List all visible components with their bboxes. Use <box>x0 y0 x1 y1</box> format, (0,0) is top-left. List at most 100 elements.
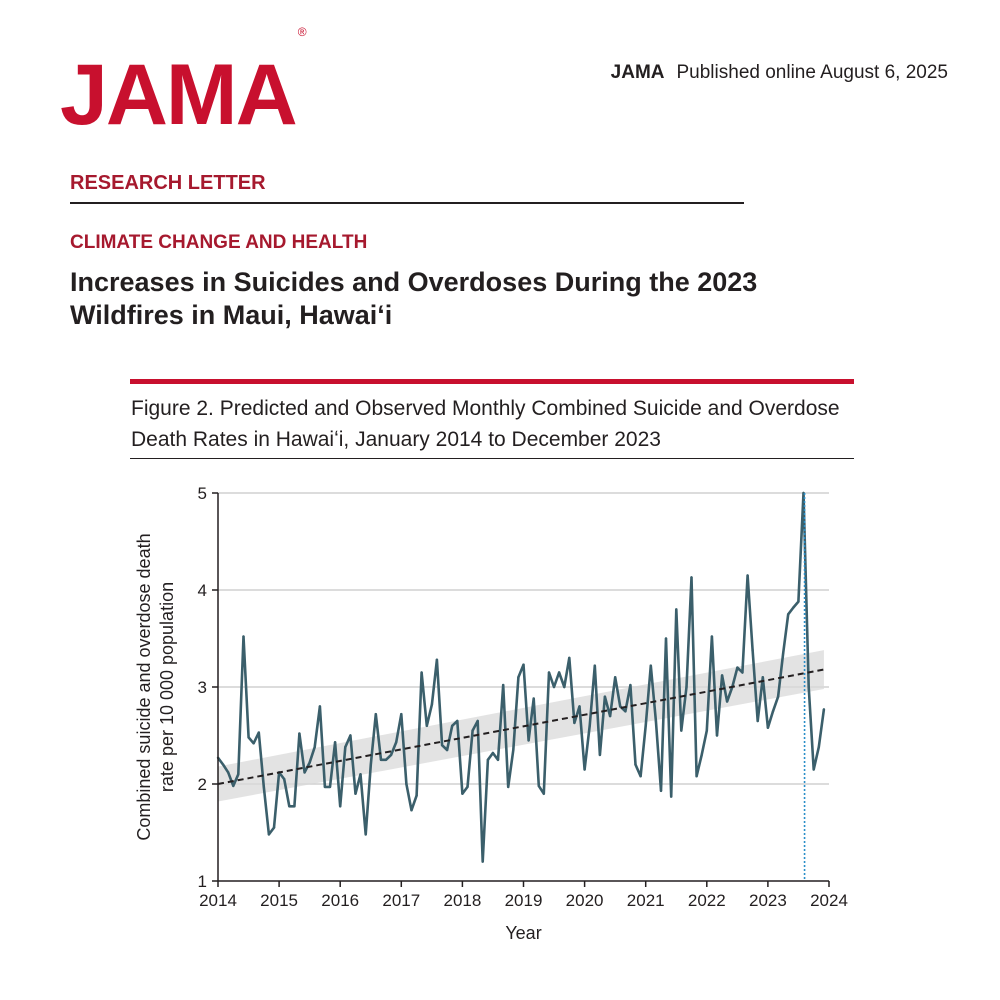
observed-point <box>344 745 347 749</box>
grid-layer <box>218 492 829 785</box>
x-tick-label-2023: 2023 <box>749 891 787 910</box>
x-tick-label-2020: 2020 <box>566 891 604 910</box>
observed-point <box>445 748 449 752</box>
y-tick-label-3: 3 <box>198 678 207 697</box>
observed-point <box>725 700 729 703</box>
observed-point <box>537 784 540 788</box>
observed-point <box>435 658 439 661</box>
observed-point <box>736 666 739 669</box>
observed-point <box>471 729 474 732</box>
observed-point <box>654 719 658 723</box>
observed-point <box>588 724 591 727</box>
observed-point <box>675 608 678 611</box>
observed-point <box>328 785 332 789</box>
observed-point <box>262 785 265 789</box>
y-axis-title-line-1: Combined suicide and overdose death <box>134 533 154 840</box>
observed-point <box>547 671 551 674</box>
observed-point <box>690 576 693 579</box>
series-layer <box>216 491 826 881</box>
observed-point <box>298 732 301 735</box>
observed-point <box>481 860 484 863</box>
figure-title-divider <box>130 458 854 459</box>
journal-logo: JAMA® <box>60 26 306 138</box>
observed-point <box>313 745 316 749</box>
observed-point <box>639 775 642 778</box>
observed-point <box>771 710 775 713</box>
observed-point <box>374 713 377 716</box>
observed-point <box>670 795 673 798</box>
predicted-trend-line <box>217 668 825 785</box>
section-divider <box>70 202 744 204</box>
observed-point <box>359 773 362 776</box>
observed-point <box>583 768 586 771</box>
observed-point <box>247 736 250 739</box>
observed-point <box>349 734 352 737</box>
observed-point <box>303 771 306 774</box>
observed-point <box>323 785 327 789</box>
section-label: RESEARCH LETTER <box>70 172 266 194</box>
observed-point <box>792 606 795 609</box>
y-axis-title: Combined suicide and overdose death rate … <box>134 533 177 840</box>
topic-label: CLIMATE CHANGE AND HEALTH <box>70 232 368 253</box>
observed-point <box>557 671 561 674</box>
axis-layer: 1 2 3 4 5 2014 2015 2016 2017 2018 2019 2020 2021 202… <box>134 484 848 943</box>
observed-point <box>227 771 230 774</box>
observed-point <box>379 758 383 761</box>
observed-point <box>221 763 225 766</box>
observed-point <box>318 705 322 708</box>
observed-point <box>496 758 500 761</box>
observed-point <box>593 664 596 667</box>
observed-point <box>527 739 530 742</box>
observed-point <box>237 773 240 776</box>
observed-point <box>608 714 612 718</box>
observed-point <box>598 753 602 757</box>
article-title: Increases in Suicides and Overdoses Duri… <box>70 267 758 330</box>
x-tick-label-2021: 2021 <box>627 891 665 910</box>
trend-confidence-band <box>218 650 824 802</box>
observed-point <box>797 600 800 603</box>
observed-point <box>782 651 785 655</box>
x-tick-label-2018: 2018 <box>443 891 481 910</box>
observed-point <box>807 685 810 689</box>
observed-point <box>507 785 510 789</box>
observed-point <box>578 705 581 708</box>
observed-point <box>568 656 571 660</box>
observed-point <box>563 685 566 689</box>
journal-name: JAMA <box>610 62 665 83</box>
observed-point <box>293 805 296 808</box>
x-axis-title: Year <box>505 923 541 943</box>
observed-point <box>257 731 260 734</box>
observed-point <box>491 751 495 755</box>
x-tick-label-2022: 2022 <box>688 891 726 910</box>
observed-point <box>761 676 764 679</box>
figure-accent-bar <box>130 379 854 384</box>
observed-point <box>502 683 505 687</box>
observed-point <box>756 719 759 723</box>
observed-point <box>517 676 520 679</box>
y-tick-label-2: 2 <box>198 775 207 794</box>
observed-point <box>456 719 459 723</box>
observed-point <box>486 758 490 761</box>
observed-series-line <box>216 491 826 863</box>
observed-point <box>232 784 235 788</box>
observed-point <box>425 724 428 727</box>
observed-point <box>369 763 372 766</box>
observed-point <box>787 613 790 616</box>
observed-point <box>283 777 286 781</box>
observed-point <box>522 663 525 666</box>
observed-point <box>659 789 663 792</box>
observed-point <box>700 753 703 757</box>
observed-point <box>573 721 576 725</box>
observed-point <box>715 734 719 737</box>
observed-point <box>415 794 418 797</box>
x-tick-label-2014: 2014 <box>199 891 237 910</box>
observed-point <box>751 648 754 652</box>
observed-point <box>405 782 408 786</box>
observed-point <box>308 761 311 764</box>
observed-point <box>685 685 688 689</box>
x-tick-label-2016: 2016 <box>321 891 359 910</box>
y-tick-label-1: 1 <box>198 872 207 891</box>
x-tick-label-2015: 2015 <box>260 891 298 910</box>
observed-point <box>339 805 342 808</box>
